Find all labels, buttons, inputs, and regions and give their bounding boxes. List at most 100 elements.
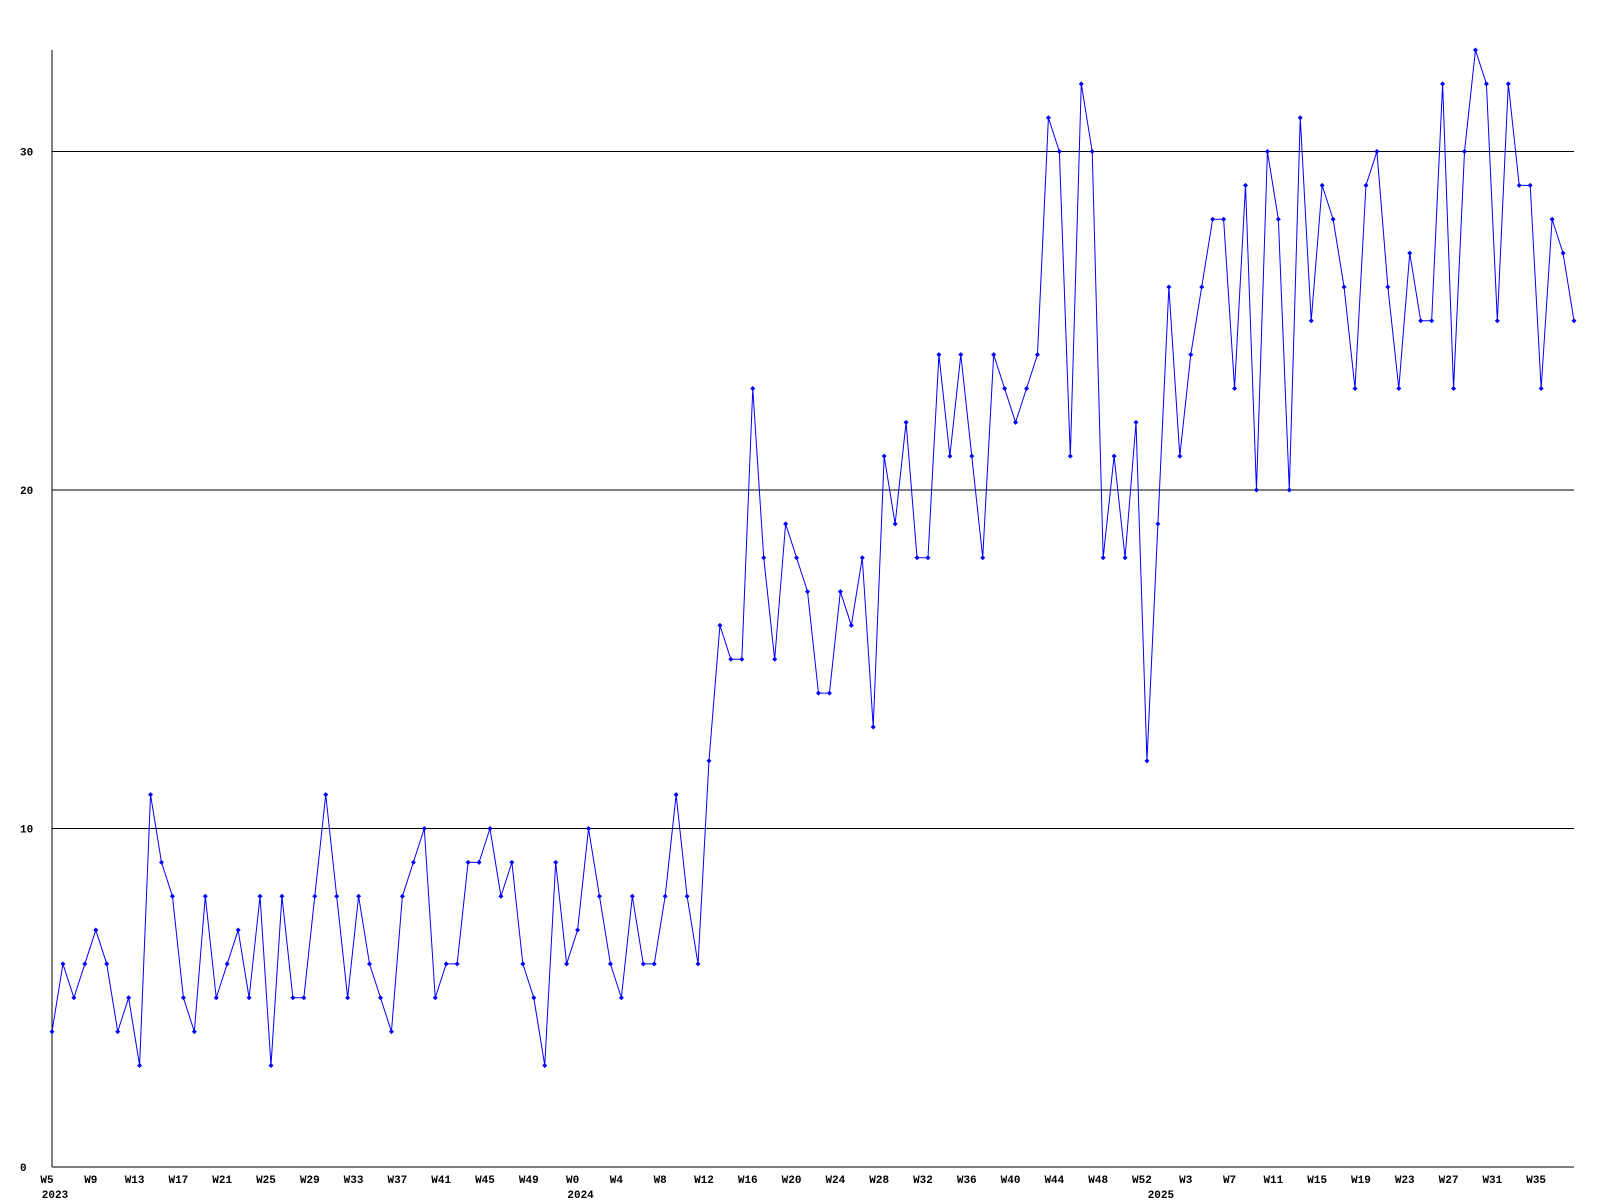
- data-point: [750, 385, 756, 391]
- y-tick-label: 20: [20, 486, 33, 498]
- data-point: [1308, 318, 1314, 324]
- x-tick-label: W17: [168, 1175, 188, 1187]
- x-tick-label: W4: [610, 1175, 624, 1187]
- data-point: [191, 1029, 197, 1035]
- year-label: 2023: [42, 1190, 69, 1200]
- data-point: [695, 961, 701, 967]
- data-point: [202, 893, 208, 899]
- data-point: [783, 521, 789, 527]
- data-point: [969, 453, 975, 459]
- data-point: [1396, 385, 1402, 391]
- x-tick-label: W52: [1132, 1175, 1152, 1187]
- data-point: [399, 893, 405, 899]
- data-point: [1549, 216, 1555, 222]
- data-point: [421, 826, 427, 832]
- x-tick-label: W36: [957, 1175, 977, 1187]
- year-label: 2024: [567, 1190, 594, 1200]
- x-tick-label: W0: [566, 1175, 579, 1187]
- data-point: [356, 893, 362, 899]
- data-point: [1034, 352, 1040, 358]
- data-point: [158, 859, 164, 865]
- data-point: [728, 656, 734, 662]
- data-point: [137, 1062, 143, 1068]
- data-point: [629, 893, 635, 899]
- year-label: 2025: [1148, 1190, 1175, 1200]
- x-tick-label: W32: [913, 1175, 933, 1187]
- data-point: [498, 893, 504, 899]
- data-point: [1144, 758, 1150, 764]
- data-point: [60, 961, 66, 967]
- data-point: [958, 352, 964, 358]
- data-point: [1078, 81, 1084, 87]
- data-point: [805, 589, 811, 595]
- data-point: [334, 893, 340, 899]
- data-point: [476, 859, 482, 865]
- data-point: [1407, 250, 1413, 256]
- data-line: [51, 49, 1575, 1066]
- data-point: [1221, 216, 1227, 222]
- x-tick-label: W7: [1223, 1175, 1236, 1187]
- x-tick-label: W20: [782, 1175, 802, 1187]
- data-point: [1385, 284, 1391, 290]
- data-point: [914, 555, 920, 561]
- data-point: [49, 1029, 55, 1035]
- data-point: [980, 555, 986, 561]
- data-point: [148, 792, 154, 798]
- data-point: [1188, 352, 1194, 358]
- data-point: [1341, 284, 1347, 290]
- x-tick-label: W31: [1482, 1175, 1502, 1187]
- x-tick-label: W12: [694, 1175, 714, 1187]
- data-point: [1418, 318, 1424, 324]
- x-tick-label: W25: [256, 1175, 276, 1187]
- data-point: [301, 995, 307, 1001]
- data-point: [520, 961, 526, 967]
- data-point: [826, 690, 832, 696]
- data-point: [684, 893, 690, 899]
- data-point: [761, 555, 767, 561]
- data-point: [93, 927, 99, 933]
- data-point: [564, 961, 570, 967]
- data-point: [739, 656, 745, 662]
- data-point: [892, 521, 898, 527]
- data-point: [410, 859, 416, 865]
- x-tick-label: W49: [519, 1175, 539, 1187]
- data-point: [1297, 115, 1303, 121]
- x-tick-label: W44: [1044, 1175, 1064, 1187]
- data-point: [82, 961, 88, 967]
- data-point: [104, 961, 110, 967]
- x-tick-label: W48: [1088, 1175, 1108, 1187]
- data-point: [1133, 419, 1139, 425]
- data-point: [1571, 318, 1577, 324]
- data-point: [432, 995, 438, 1001]
- data-point: [1286, 487, 1292, 493]
- data-point: [947, 453, 953, 459]
- x-tick-label: W11: [1263, 1175, 1283, 1187]
- data-point: [246, 995, 252, 1001]
- data-point: [991, 352, 997, 358]
- data-point: [235, 927, 241, 933]
- x-tick-label: W5: [40, 1175, 54, 1187]
- data-point: [1363, 182, 1369, 188]
- data-point: [531, 995, 537, 1001]
- data-point: [323, 792, 329, 798]
- data-point: [1067, 453, 1073, 459]
- data-point: [169, 893, 175, 899]
- x-tick-label: W16: [738, 1175, 758, 1187]
- x-tick-label: W35: [1526, 1175, 1546, 1187]
- x-tick-label: W24: [825, 1175, 845, 1187]
- data-point: [1319, 182, 1325, 188]
- data-point: [651, 961, 657, 967]
- data-point: [1352, 385, 1358, 391]
- data-point: [717, 622, 723, 628]
- data-point: [1166, 284, 1172, 290]
- data-point: [1494, 318, 1500, 324]
- data-point: [1232, 385, 1238, 391]
- x-tick-label: W29: [300, 1175, 320, 1187]
- data-point: [848, 622, 854, 628]
- x-tick-label: W8: [654, 1175, 668, 1187]
- data-point: [870, 724, 876, 730]
- data-point: [312, 893, 318, 899]
- data-point: [1516, 182, 1522, 188]
